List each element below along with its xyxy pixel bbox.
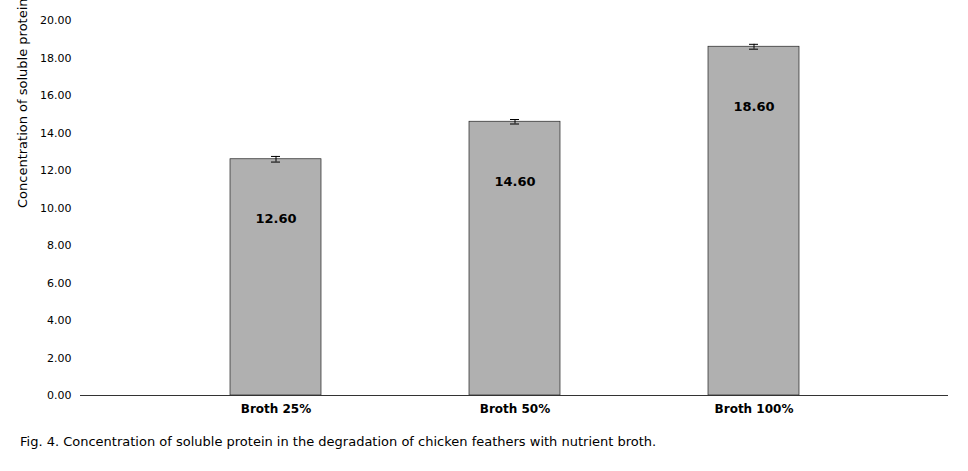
svg-text:Broth 100%: Broth 100% <box>715 402 794 416</box>
svg-text:4.00: 4.00 <box>47 314 72 327</box>
svg-text:14.00: 14.00 <box>40 127 72 140</box>
svg-text:14.60: 14.60 <box>494 174 535 189</box>
html-text:Fig. 4. Concentration of solub: Fig. 4. Concentration of soluble protein… <box>20 434 657 449</box>
svg-text:Broth 25%: Broth 25% <box>241 402 312 416</box>
svg-text:20.00: 20.00 <box>40 14 72 27</box>
svg-text:2.00: 2.00 <box>47 352 72 365</box>
svg-text:Concentration of soluble prote: Concentration of soluble protein (μg/mL) <box>15 0 30 208</box>
svg-text:16.00: 16.00 <box>40 89 72 102</box>
svg-text:12.00: 12.00 <box>40 164 72 177</box>
svg-text:6.00: 6.00 <box>47 277 72 290</box>
svg-text:Broth 50%: Broth 50% <box>480 402 551 416</box>
svg-text:18.60: 18.60 <box>733 99 774 114</box>
svg-text:10.00: 10.00 <box>40 202 72 215</box>
svg-text:8.00: 8.00 <box>47 239 72 252</box>
svg-text:12.60: 12.60 <box>255 211 296 226</box>
svg-text:18.00: 18.00 <box>40 52 72 65</box>
svg-text:0.00: 0.00 <box>47 389 72 402</box>
